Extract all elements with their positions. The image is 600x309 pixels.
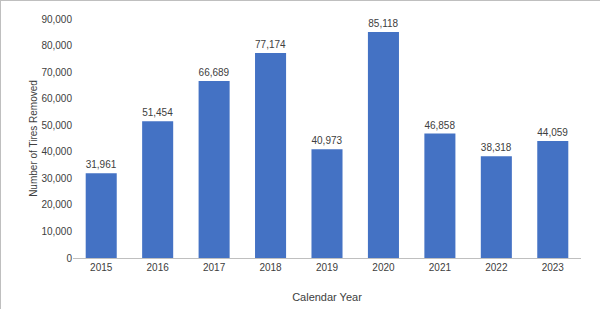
svg-text:31,961: 31,961 [86,159,117,170]
svg-text:2023: 2023 [542,262,565,273]
svg-text:2021: 2021 [429,262,452,273]
svg-text:90,000: 90,000 [41,14,72,25]
svg-text:2018: 2018 [259,262,282,273]
svg-text:51,454: 51,454 [142,107,173,118]
svg-text:2022: 2022 [485,262,508,273]
svg-text:80,000: 80,000 [41,40,72,51]
svg-text:66,689: 66,689 [199,67,230,78]
svg-text:60,000: 60,000 [41,93,72,104]
svg-text:40,000: 40,000 [41,146,72,157]
svg-text:0: 0 [66,253,72,264]
svg-text:38,318: 38,318 [481,142,512,153]
svg-text:70,000: 70,000 [41,67,72,78]
svg-text:46,858: 46,858 [424,120,455,131]
svg-text:77,174: 77,174 [255,39,286,50]
svg-text:2017: 2017 [203,262,226,273]
svg-text:20,000: 20,000 [41,199,72,210]
svg-text:2019: 2019 [316,262,339,273]
svg-text:44,059: 44,059 [537,127,568,138]
svg-text:40,973: 40,973 [311,135,342,146]
svg-text:2020: 2020 [372,262,395,273]
svg-text:10,000: 10,000 [41,226,72,237]
svg-text:Calendar Year: Calendar Year [292,291,362,303]
svg-text:2015: 2015 [90,262,113,273]
svg-text:85,118: 85,118 [368,18,398,29]
svg-text:30,000: 30,000 [41,173,72,184]
svg-text:50,000: 50,000 [41,120,72,131]
svg-text:Number of Tires Removed: Number of Tires Removed [28,80,39,197]
svg-text:2016: 2016 [147,262,170,273]
